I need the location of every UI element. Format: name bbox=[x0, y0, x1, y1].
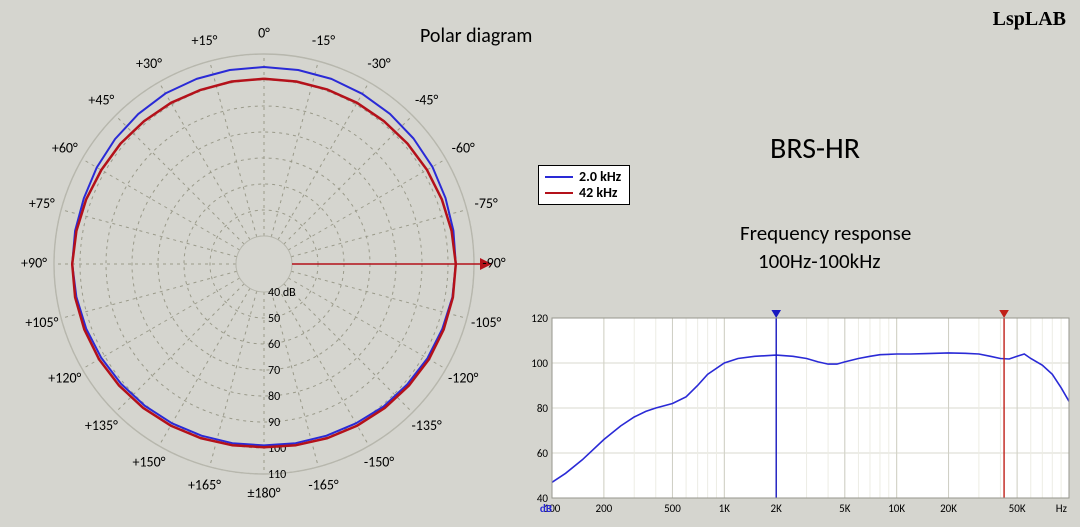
svg-text:-45°: -45° bbox=[415, 92, 438, 109]
polar-legend: 2.0 kHz42 kHz bbox=[538, 165, 630, 205]
svg-text:40 dB: 40 dB bbox=[268, 286, 296, 300]
svg-text:+15°: +15° bbox=[192, 32, 218, 49]
svg-text:120: 120 bbox=[531, 312, 548, 325]
svg-text:-165°: -165° bbox=[308, 477, 339, 494]
svg-text:80: 80 bbox=[268, 390, 280, 404]
svg-text:-90°: -90° bbox=[482, 254, 505, 271]
svg-text:200: 200 bbox=[596, 502, 613, 515]
svg-text:-105°: -105° bbox=[471, 314, 502, 331]
subtitle-1: Frequency response bbox=[740, 220, 911, 246]
svg-text:+135°: +135° bbox=[85, 417, 118, 434]
svg-text:90: 90 bbox=[268, 416, 280, 430]
svg-text:60: 60 bbox=[268, 338, 280, 352]
svg-text:10K: 10K bbox=[888, 502, 905, 515]
svg-text:70: 70 bbox=[268, 364, 280, 378]
svg-text:+165°: +165° bbox=[188, 477, 221, 494]
svg-text:+90°: +90° bbox=[21, 254, 47, 271]
svg-text:-135°: -135° bbox=[411, 417, 442, 434]
svg-text:Hz: Hz bbox=[1056, 502, 1068, 515]
svg-text:-15°: -15° bbox=[312, 32, 335, 49]
svg-text:1K: 1K bbox=[719, 502, 731, 515]
svg-text:50K: 50K bbox=[1009, 502, 1026, 515]
legend-item: 2.0 kHz bbox=[545, 169, 621, 185]
svg-text:100: 100 bbox=[531, 357, 548, 370]
svg-text:-75°: -75° bbox=[475, 195, 498, 212]
svg-text:5K: 5K bbox=[839, 502, 851, 515]
svg-text:80: 80 bbox=[537, 402, 549, 415]
svg-text:-60°: -60° bbox=[452, 139, 475, 156]
svg-text:0°: 0° bbox=[258, 24, 270, 41]
legend-item: 42 kHz bbox=[545, 185, 621, 201]
svg-text:+60°: +60° bbox=[52, 139, 78, 156]
svg-text:+45°: +45° bbox=[88, 92, 114, 109]
svg-text:+105°: +105° bbox=[25, 314, 58, 331]
product-name: BRS-HR bbox=[770, 130, 860, 167]
svg-text:-30°: -30° bbox=[367, 55, 390, 72]
svg-text:+120°: +120° bbox=[48, 369, 81, 386]
frequency-chart: 4060801001201002005001K2K5K10K20K50KdBHz bbox=[520, 310, 1075, 520]
svg-text:50: 50 bbox=[268, 312, 280, 326]
svg-text:+30°: +30° bbox=[136, 55, 162, 72]
svg-text:-150°: -150° bbox=[364, 454, 395, 471]
svg-text:±180°: ±180° bbox=[247, 484, 280, 501]
subtitle-2: 100Hz-100kHz bbox=[758, 248, 881, 274]
svg-text:500: 500 bbox=[664, 502, 681, 515]
brand-logo: LspLAB bbox=[993, 8, 1066, 31]
polar-chart: 40 dB 50 60 70 80 90 100 110 -165° -150° -135° -120… bbox=[0, 0, 560, 527]
svg-text:110: 110 bbox=[268, 468, 286, 482]
svg-text:60: 60 bbox=[537, 447, 549, 460]
svg-text:dB: dB bbox=[540, 502, 552, 515]
svg-text:+150°: +150° bbox=[132, 454, 165, 471]
svg-text:2K: 2K bbox=[771, 502, 783, 515]
svg-text:20K: 20K bbox=[940, 502, 957, 515]
svg-text:-120°: -120° bbox=[448, 369, 479, 386]
svg-text:+75°: +75° bbox=[29, 195, 55, 212]
